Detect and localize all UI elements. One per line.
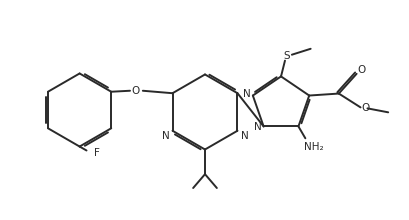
Text: NH₂: NH₂ <box>303 142 323 152</box>
Text: N: N <box>243 89 250 99</box>
Text: O: O <box>131 86 140 96</box>
Text: S: S <box>283 51 290 61</box>
Text: N: N <box>240 131 248 141</box>
Text: O: O <box>360 103 369 113</box>
Text: O: O <box>357 65 365 75</box>
Text: N: N <box>161 131 169 141</box>
Text: N: N <box>253 122 261 132</box>
Text: F: F <box>94 148 100 158</box>
